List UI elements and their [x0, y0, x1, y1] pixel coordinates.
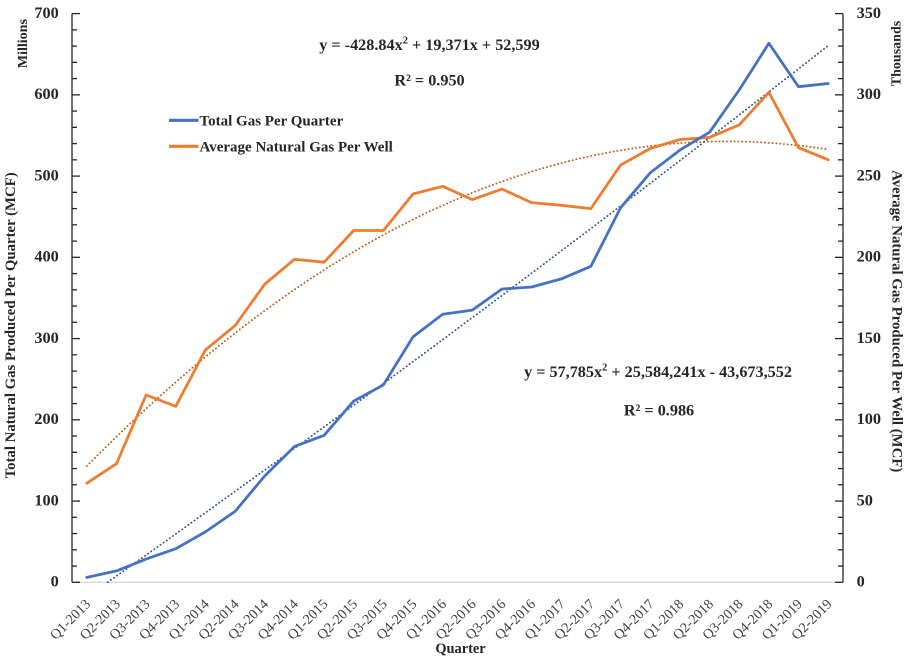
svg-text:700: 700 — [34, 3, 58, 22]
svg-text:R² = 0.986: R² = 0.986 — [624, 402, 694, 420]
svg-text:0: 0 — [51, 572, 59, 591]
svg-text:Total Gas Per Quarter: Total Gas Per Quarter — [200, 113, 344, 129]
svg-text:200: 200 — [34, 409, 58, 428]
svg-text:Total Natural Gas Produced Per: Total Natural Gas Produced Per Quarter (… — [3, 172, 19, 478]
svg-text:Quarter: Quarter — [435, 641, 486, 657]
svg-text:Millions: Millions — [16, 19, 31, 69]
svg-text:Thousands: Thousands — [890, 20, 905, 86]
svg-text:y = -428.84x2 + 19,371x + 52,5: y = -428.84x2 + 19,371x + 52,599 — [319, 36, 539, 55]
svg-text:Average Natural Gas Per Well: Average Natural Gas Per Well — [200, 139, 393, 155]
svg-text:Average Natural Gas Produced P: Average Natural Gas Produced Per Well (M… — [889, 170, 905, 472]
svg-text:0: 0 — [857, 572, 865, 591]
svg-text:300: 300 — [857, 84, 881, 103]
svg-text:100: 100 — [34, 490, 58, 509]
svg-text:150: 150 — [857, 328, 881, 347]
svg-text:250: 250 — [857, 165, 881, 184]
svg-text:300: 300 — [34, 328, 58, 347]
svg-text:200: 200 — [857, 247, 881, 266]
svg-text:R² = 0.950: R² = 0.950 — [394, 72, 464, 90]
svg-text:400: 400 — [34, 247, 58, 266]
svg-text:100: 100 — [857, 409, 881, 428]
svg-text:500: 500 — [34, 165, 58, 184]
svg-text:50: 50 — [857, 490, 873, 509]
svg-text:350: 350 — [857, 3, 881, 22]
svg-text:y = 57,785x2 + 25,584,241x - 4: y = 57,785x2 + 25,584,241x - 43,673,552 — [524, 363, 792, 382]
svg-text:600: 600 — [34, 84, 58, 103]
